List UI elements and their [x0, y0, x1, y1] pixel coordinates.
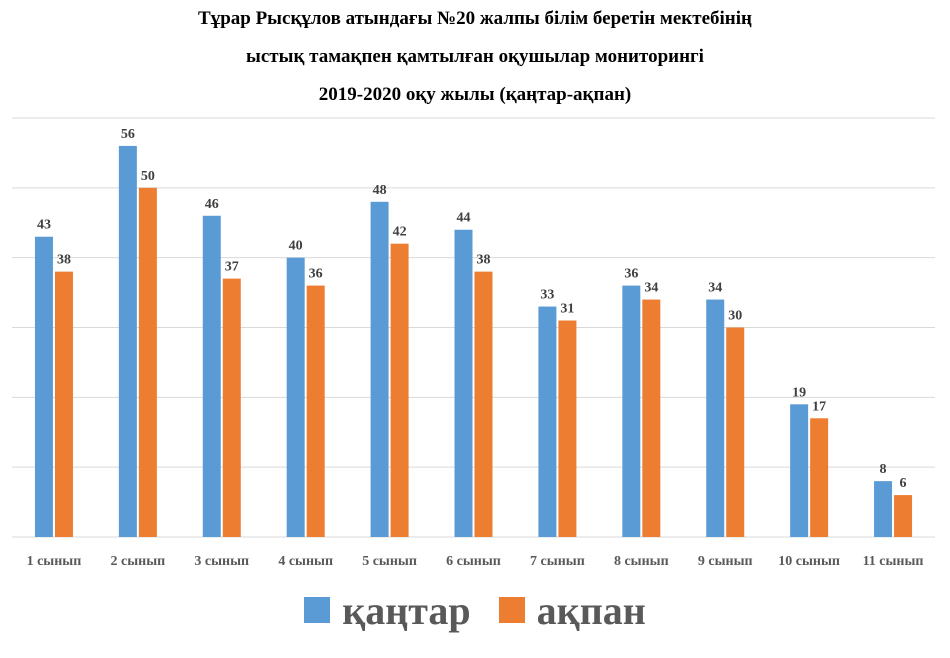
data-label-1: 56 [121, 127, 135, 142]
bar-1 [538, 306, 557, 537]
x-tick-label: 8 сынып [614, 554, 669, 569]
bar-2 [306, 285, 325, 537]
bar-1 [622, 285, 641, 537]
bar-1 [454, 229, 473, 537]
bar-1 [286, 257, 305, 537]
x-tick-label: 6 сынып [446, 554, 501, 569]
bar-2 [390, 243, 409, 537]
bar-2 [54, 271, 73, 537]
bar-1 [874, 481, 893, 537]
bar-2 [726, 327, 745, 537]
x-tick-label: 4 сынып [278, 554, 333, 569]
legend-label-series-2: ақпан [536, 587, 646, 633]
data-label-1: 36 [624, 267, 638, 282]
x-tick-label: 3 сынып [194, 554, 249, 569]
data-label-1: 19 [792, 385, 806, 400]
bar-2 [222, 278, 241, 537]
data-label-1: 34 [708, 281, 722, 296]
bar-chart: 43 38 1 сынып 56 50 2 сынып 46 37 3 сынып 40 36 4 с… [12, 117, 935, 569]
legend-swatch-series-1 [304, 597, 331, 623]
data-label-1: 8 [880, 462, 887, 477]
data-label-1: 46 [205, 197, 219, 212]
x-tick-label: 1 сынып [27, 554, 82, 569]
x-tick-label: 10 сынып [778, 554, 840, 569]
bar-2 [138, 187, 157, 538]
bar-1 [706, 299, 725, 537]
chart-title-line-1: Тұрар Рысқұлов атындағы №20 жалпы білім … [198, 8, 752, 29]
bar-2 [474, 271, 493, 537]
chart-legend: қаңтар ақпан [0, 585, 950, 635]
bar-1 [34, 236, 53, 537]
x-tick-label: 11 сынып [863, 554, 924, 569]
bar-1 [118, 145, 137, 537]
data-label-2: 38 [57, 253, 71, 268]
data-label-2: 36 [309, 267, 323, 282]
data-label-2: 38 [477, 253, 491, 268]
data-label-1: 33 [540, 288, 554, 303]
data-label-2: 37 [225, 260, 239, 275]
legend-label-series-1: қаңтар [342, 587, 471, 633]
x-tick-label: 9 сынып [698, 554, 753, 569]
data-label-2: 6 [900, 476, 907, 491]
chart-title-line-3: 2019-2020 оқу жылы (қаңтар-ақпан) [318, 84, 632, 105]
chart-title: Тұрар Рысқұлов атындағы №20 жалпы білім … [0, 0, 950, 114]
data-label-2: 31 [560, 302, 574, 317]
data-label-2: 50 [141, 169, 155, 184]
data-label-2: 17 [812, 399, 826, 414]
data-label-1: 40 [289, 239, 303, 254]
data-label-2: 30 [728, 309, 742, 324]
data-label-1: 44 [457, 211, 471, 226]
bar-1 [202, 215, 221, 537]
bar-2 [642, 299, 661, 537]
data-label-2: 34 [644, 281, 658, 296]
data-label-1: 48 [373, 183, 387, 198]
x-tick-label: 2 сынып [111, 554, 166, 569]
x-tick-label: 7 сынып [530, 554, 585, 569]
data-label-1: 43 [37, 218, 51, 233]
x-tick-label: 5 сынып [362, 554, 417, 569]
bar-2 [558, 320, 577, 537]
bar-2 [810, 418, 829, 537]
bar-1 [790, 404, 809, 537]
chart-title-line-2: ыстық тамақпен қамтылған оқушылар монито… [246, 46, 704, 67]
legend-item-series-2: ақпан [498, 587, 646, 634]
legend-item-series-1: қаңтар [304, 587, 471, 634]
bar-2 [894, 495, 913, 537]
data-label-2: 42 [393, 225, 407, 240]
legend-swatch-series-2 [498, 597, 525, 623]
bar-1 [370, 201, 389, 538]
